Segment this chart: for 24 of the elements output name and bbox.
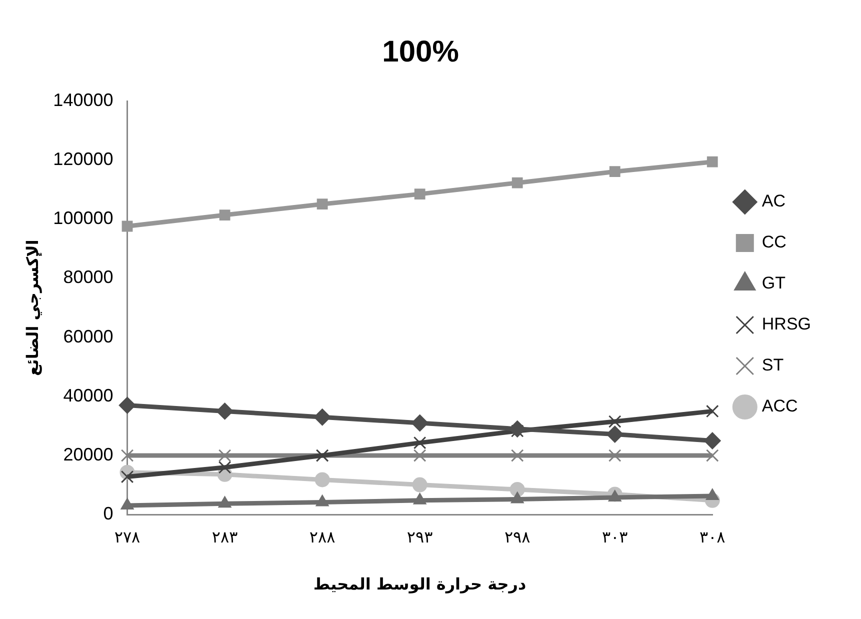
x-tick-label: ٢٧٨ <box>114 527 141 546</box>
y-tick-label: 60000 <box>63 326 114 346</box>
y-tick-label: 140000 <box>53 90 114 110</box>
x-tick-label: ٢٨٣ <box>212 527 238 546</box>
y-tick-label: 100000 <box>53 208 114 228</box>
y-tick-label: 20000 <box>63 444 114 464</box>
x-tick-label: ٣٠٨ <box>699 527 726 546</box>
x-tick-label: ٣٠٣ <box>602 527 628 546</box>
legend-label: ACC <box>762 396 798 416</box>
x-tick-label: ٢٩٣ <box>406 527 434 546</box>
chart-title: 100% <box>382 35 459 68</box>
legend-label: HRSG <box>762 314 812 334</box>
legend-label: ST <box>762 356 784 375</box>
y-axis-title: الإكسرجي الضائع <box>22 240 42 376</box>
x-axis-title: درجة حرارة الوسط المحيط <box>313 574 526 594</box>
y-tick-label: 120000 <box>53 149 114 170</box>
legend-label: CC <box>762 232 786 252</box>
legend-label: GT <box>762 274 786 293</box>
x-tick-label: ٢٨٨ <box>309 527 336 546</box>
x-tick-label: ٢٩٨ <box>504 527 531 546</box>
y-tick-label: 0 <box>103 504 114 524</box>
y-tick-label: 80000 <box>63 267 114 288</box>
y-tick-label: 40000 <box>63 385 114 406</box>
legend-label: AC <box>762 192 786 211</box>
